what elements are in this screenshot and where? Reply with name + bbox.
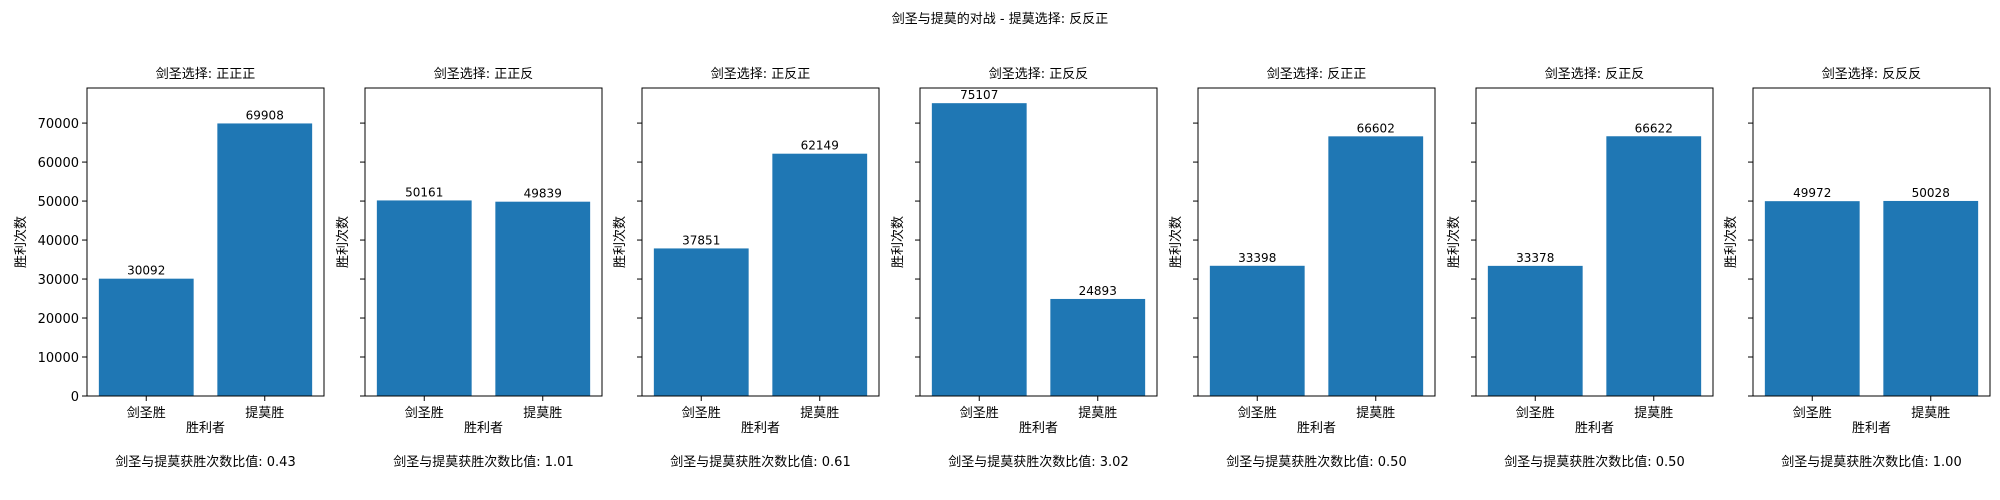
ratio-footer: 剑圣与提莫获胜次数比值: 1.01 [393, 454, 573, 470]
y-tick-label: 10000 [38, 351, 79, 366]
bar-value-label: 69908 [246, 108, 284, 122]
axes-frame [86, 87, 325, 397]
bar-value-label: 49972 [1793, 186, 1831, 200]
y-axis-label: 胜利次数 [1723, 216, 1739, 268]
ratio-footer: 剑圣与提莫获胜次数比值: 3.02 [948, 454, 1128, 470]
x-tick-label: 剑圣胜 [1238, 405, 1277, 421]
bar-value-label: 33378 [1516, 251, 1554, 265]
bar-value-label: 49839 [524, 187, 562, 201]
ratio-footer: 剑圣与提莫获胜次数比值: 1.00 [1781, 454, 1961, 470]
x-tick-label: 剑圣胜 [960, 405, 999, 421]
panel-title: 剑圣选择: 反正正 [1267, 66, 1367, 82]
y-tick-label: 60000 [38, 156, 79, 171]
bar [495, 201, 591, 396]
y-tick-label: 40000 [38, 234, 79, 249]
bar [376, 200, 472, 396]
y-axis-label: 胜利次数 [890, 216, 906, 268]
bar [1487, 265, 1583, 396]
bar-value-label: 24893 [1079, 284, 1117, 298]
bar [931, 103, 1027, 397]
x-tick-label: 提莫胜 [1911, 405, 1950, 421]
bar-value-label: 75107 [960, 88, 998, 102]
ratio-footer: 剑圣与提莫获胜次数比值: 0.43 [115, 454, 295, 470]
bar-value-label: 62149 [801, 139, 839, 153]
axes-frame [641, 87, 880, 397]
x-axis-label: 胜利者 [1019, 421, 1058, 436]
panel-title: 剑圣选择: 正反正 [711, 66, 811, 82]
x-axis-label: 胜利者 [464, 421, 503, 436]
ratio-footer: 剑圣与提莫获胜次数比值: 0.61 [670, 454, 850, 470]
x-tick-label: 剑圣胜 [1793, 405, 1832, 421]
x-tick-label: 提莫胜 [1356, 405, 1395, 421]
x-tick-label: 剑圣胜 [682, 405, 721, 421]
bar [1883, 200, 1979, 396]
bar [653, 248, 749, 396]
panel-title: 剑圣选择: 反正反 [1545, 66, 1645, 82]
bar [1764, 201, 1860, 396]
y-axis-label: 胜利次数 [1446, 216, 1462, 268]
x-tick-label: 提莫胜 [1634, 405, 1673, 421]
bar-value-label: 66602 [1357, 121, 1395, 135]
y-axis-label: 胜利次数 [612, 216, 628, 268]
y-tick-label: 0 [71, 390, 79, 405]
figure-title: 剑圣与提莫的对战 - 提莫选择: 反反正 [891, 12, 1109, 27]
y-axis-label: 胜利次数 [335, 216, 351, 268]
axes-frame [1752, 87, 1991, 397]
x-axis-label: 胜利者 [1297, 421, 1336, 436]
y-axis-label: 胜利次数 [13, 216, 29, 268]
y-axis-label: 胜利次数 [1168, 216, 1184, 268]
axes-frame [919, 87, 1158, 397]
y-tick-label: 50000 [38, 195, 79, 210]
bar-value-label: 33398 [1238, 251, 1276, 265]
bar-value-label: 37851 [682, 233, 720, 247]
panel-title: 剑圣选择: 反反反 [1822, 66, 1922, 82]
x-axis-label: 胜利者 [1575, 421, 1614, 436]
axes-frame [1475, 87, 1714, 397]
bar-value-label: 66622 [1635, 121, 1673, 135]
x-tick-label: 提莫胜 [245, 405, 284, 421]
x-tick-label: 提莫胜 [800, 405, 839, 421]
axes-frame [364, 87, 603, 397]
bar [217, 123, 313, 396]
y-tick-label: 30000 [38, 273, 79, 288]
x-tick-label: 剑圣胜 [127, 405, 166, 421]
bar [1606, 136, 1702, 396]
ratio-footer: 剑圣与提莫获胜次数比值: 0.50 [1504, 454, 1684, 470]
x-tick-label: 提莫胜 [523, 405, 562, 421]
bar-value-label: 30092 [127, 264, 165, 278]
bar [772, 153, 868, 396]
axes-frame [1197, 87, 1436, 397]
ratio-footer: 剑圣与提莫获胜次数比值: 0.50 [1226, 454, 1406, 470]
x-tick-label: 剑圣胜 [405, 405, 444, 421]
bar [98, 278, 194, 396]
x-tick-label: 提莫胜 [1078, 405, 1117, 421]
bar [1209, 265, 1305, 396]
x-axis-label: 胜利者 [186, 421, 225, 436]
bar-value-label: 50028 [1912, 186, 1950, 200]
x-tick-label: 剑圣胜 [1516, 405, 1555, 421]
panel-title: 剑圣选择: 正反反 [989, 66, 1089, 82]
y-tick-label: 70000 [38, 117, 79, 132]
y-tick-label: 20000 [38, 312, 79, 327]
bar [1050, 298, 1146, 396]
panel-title: 剑圣选择: 正正正 [156, 66, 256, 82]
x-axis-label: 胜利者 [741, 421, 780, 436]
panel-title: 剑圣选择: 正正反 [434, 66, 534, 82]
x-axis-label: 胜利者 [1852, 421, 1891, 436]
bar-value-label: 50161 [405, 185, 443, 199]
bar [1328, 136, 1424, 397]
